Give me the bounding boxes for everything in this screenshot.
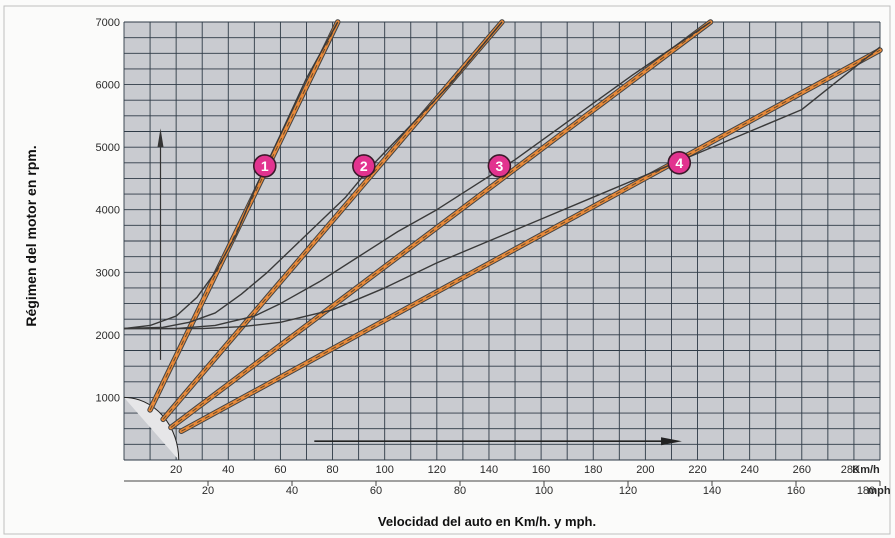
series [123, 19, 883, 434]
gear-line-4-dash [181, 49, 881, 432]
kmh-tick-label: 20 [170, 464, 182, 476]
y-tick-labels: 1000 2000 3000 4000 5000 6000 7000 [96, 17, 120, 404]
mph-tick-label: 80 [454, 485, 466, 497]
gear-marker-1 [252, 154, 277, 178]
mph-tick-label: 100 [535, 485, 553, 497]
rpm-arrow-head [157, 128, 164, 148]
y-tick-label: 5000 [96, 142, 120, 154]
gear-marker-label-2: 2 [360, 158, 368, 174]
mph-tick-label: 40 [286, 485, 298, 497]
y-tick-label: 4000 [96, 205, 120, 217]
gear-curve-4 [124, 46, 881, 330]
mph-tick-label: 20 [202, 485, 214, 497]
kmh-tick-label: 160 [532, 464, 550, 476]
gear-curve-1 [123, 21, 339, 330]
speed-arrow-head [661, 437, 682, 446]
mph-tick-label: 120 [619, 485, 637, 497]
gear-curve-3 [124, 21, 711, 330]
outer-border [3, 5, 891, 535]
x-tick-labels: 20 40 60 80 100 120 140 160 180 200 220 240 260 280Km… [124, 464, 891, 497]
kmh-tick-label: 200 [636, 464, 654, 476]
kmh-tick-label: 140 [480, 464, 498, 476]
gear-curve-2 [123, 21, 503, 330]
gear-marker-3 [487, 154, 512, 178]
gear-marker-2 [352, 154, 376, 178]
gear-marker-4 [667, 150, 692, 175]
gear-marker-label-1: 1 [261, 158, 269, 174]
kmh-tick-label: 40 [222, 464, 234, 476]
kmh-unit-label: Km/h [852, 464, 880, 476]
x-axis-label: Velocidad del auto en Km/h. y mph. [378, 514, 596, 529]
gear-marker-label-4: 4 [675, 155, 683, 171]
mph-tick-label: 140 [703, 485, 721, 497]
y-tick-label: 1000 [96, 392, 120, 404]
y-tick-label: 2000 [96, 330, 120, 342]
kmh-tick-label: 100 [376, 464, 394, 476]
y-tick-label: 6000 [96, 80, 120, 92]
kmh-tick-label: 180 [584, 464, 602, 476]
kmh-tick-label: 220 [688, 464, 706, 476]
gear-line-3-dash [170, 21, 711, 428]
kmh-tick-label: 240 [740, 464, 758, 476]
mph-tick-label: 60 [370, 485, 382, 497]
mph-unit-label: mph [867, 485, 891, 497]
markers: 1 2 3 4 [252, 150, 692, 178]
y-tick-label: 3000 [96, 267, 120, 279]
grid [123, 21, 881, 461]
mph-tick-label: 180 [857, 485, 875, 497]
mph-tick-label: 160 [787, 485, 805, 497]
kmh-tick-label: 60 [274, 464, 286, 476]
gear-marker-label-3: 3 [495, 158, 503, 174]
kmh-tick-label: 120 [428, 464, 446, 476]
kmh-tick-label: 260 [793, 464, 811, 476]
y-axis-label: Régimen del motor en rpm. [23, 145, 39, 326]
y-tick-label: 7000 [96, 17, 120, 29]
kmh-tick-label: 280 [841, 464, 859, 476]
kmh-tick-label: 80 [326, 464, 338, 476]
